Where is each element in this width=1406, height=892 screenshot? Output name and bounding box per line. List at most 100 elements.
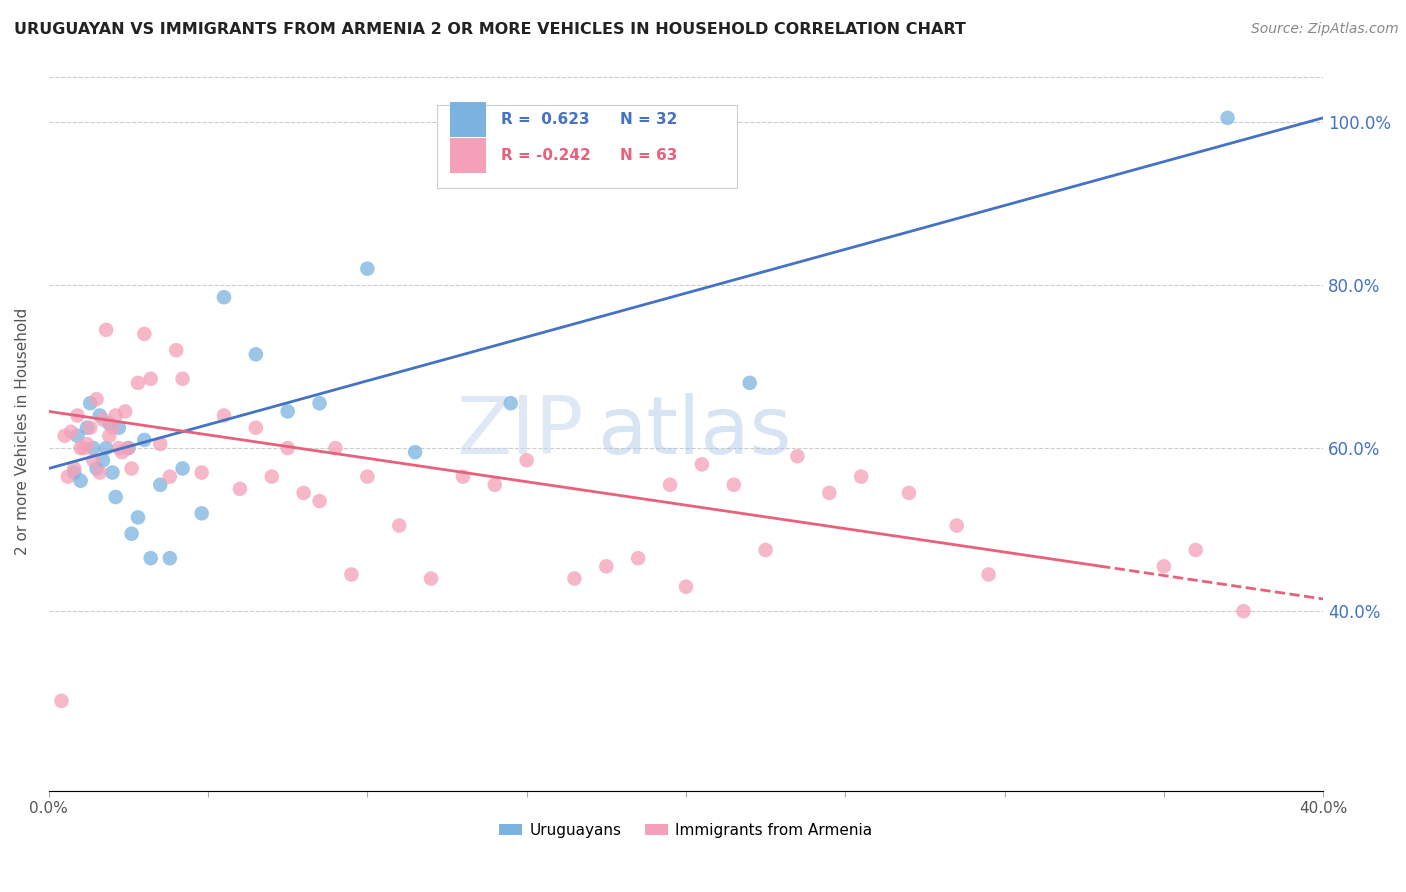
- Point: [101, 420, 124, 434]
- Point: [139, 551, 162, 566]
- Point: [121, 461, 143, 475]
- Point: [69, 474, 91, 488]
- Point: [690, 458, 713, 472]
- Point: [897, 486, 920, 500]
- Point: [723, 477, 745, 491]
- Point: [149, 477, 172, 491]
- Point: [117, 441, 139, 455]
- Point: [73, 441, 96, 455]
- Point: [165, 343, 187, 358]
- Point: [66, 409, 89, 423]
- Point: [277, 441, 299, 455]
- Point: [818, 486, 841, 500]
- Point: [659, 477, 682, 491]
- Point: [340, 567, 363, 582]
- Text: N = 63: N = 63: [620, 148, 678, 163]
- Point: [451, 469, 474, 483]
- Point: [738, 376, 761, 390]
- Point: [149, 437, 172, 451]
- Point: [755, 543, 778, 558]
- Point: [79, 396, 101, 410]
- Point: [82, 441, 104, 455]
- Point: [260, 469, 283, 483]
- Point: [356, 469, 378, 483]
- FancyBboxPatch shape: [437, 105, 737, 188]
- Point: [516, 453, 538, 467]
- Point: [98, 417, 121, 431]
- Point: [117, 441, 139, 455]
- Bar: [450, 103, 486, 136]
- Point: [114, 404, 136, 418]
- Point: [91, 453, 114, 467]
- Point: [63, 461, 86, 475]
- Point: [849, 469, 872, 483]
- Point: [139, 372, 162, 386]
- Text: ZIP: ZIP: [457, 392, 583, 471]
- Point: [1184, 543, 1206, 558]
- Point: [56, 469, 79, 483]
- Point: [127, 510, 149, 524]
- Point: [292, 486, 315, 500]
- Point: [675, 580, 697, 594]
- Point: [420, 572, 443, 586]
- Point: [564, 572, 586, 586]
- Point: [79, 420, 101, 434]
- Point: [89, 466, 111, 480]
- Text: N = 32: N = 32: [620, 112, 678, 127]
- Point: [212, 409, 235, 423]
- Point: [172, 461, 194, 475]
- Point: [108, 441, 131, 455]
- Point: [134, 433, 156, 447]
- Point: [388, 518, 411, 533]
- Point: [60, 425, 83, 439]
- Point: [1216, 111, 1239, 125]
- Point: [308, 494, 330, 508]
- Point: [104, 490, 127, 504]
- Point: [121, 526, 143, 541]
- Point: [89, 409, 111, 423]
- Bar: [450, 138, 486, 173]
- Point: [111, 445, 134, 459]
- Text: URUGUAYAN VS IMMIGRANTS FROM ARMENIA 2 OR MORE VEHICLES IN HOUSEHOLD CORRELATION: URUGUAYAN VS IMMIGRANTS FROM ARMENIA 2 O…: [14, 22, 966, 37]
- Point: [101, 466, 124, 480]
- Point: [76, 420, 98, 434]
- Text: R = -0.242: R = -0.242: [501, 148, 591, 163]
- Point: [945, 518, 967, 533]
- Point: [484, 477, 506, 491]
- Point: [91, 412, 114, 426]
- Point: [94, 441, 117, 455]
- Text: Source: ZipAtlas.com: Source: ZipAtlas.com: [1251, 22, 1399, 37]
- Point: [76, 437, 98, 451]
- Point: [159, 469, 181, 483]
- Point: [1153, 559, 1175, 574]
- Point: [98, 429, 121, 443]
- Point: [86, 461, 108, 475]
- Text: R =  0.623: R = 0.623: [501, 112, 589, 127]
- Point: [63, 466, 86, 480]
- Point: [212, 290, 235, 304]
- Point: [308, 396, 330, 410]
- Y-axis label: 2 or more Vehicles in Household: 2 or more Vehicles in Household: [15, 308, 30, 556]
- Point: [245, 347, 267, 361]
- Point: [404, 445, 426, 459]
- Point: [159, 551, 181, 566]
- Point: [172, 372, 194, 386]
- Point: [66, 429, 89, 443]
- Point: [245, 420, 267, 434]
- Text: atlas: atlas: [596, 392, 792, 471]
- Point: [134, 326, 156, 341]
- Legend: Uruguayans, Immigrants from Armenia: Uruguayans, Immigrants from Armenia: [494, 817, 879, 844]
- Point: [94, 323, 117, 337]
- Point: [356, 261, 378, 276]
- Point: [627, 551, 650, 566]
- Point: [86, 392, 108, 406]
- Point: [277, 404, 299, 418]
- Point: [190, 506, 212, 520]
- Point: [499, 396, 522, 410]
- Point: [786, 449, 808, 463]
- Point: [69, 441, 91, 455]
- Point: [104, 409, 127, 423]
- Point: [977, 567, 1000, 582]
- Point: [82, 453, 104, 467]
- Point: [51, 694, 73, 708]
